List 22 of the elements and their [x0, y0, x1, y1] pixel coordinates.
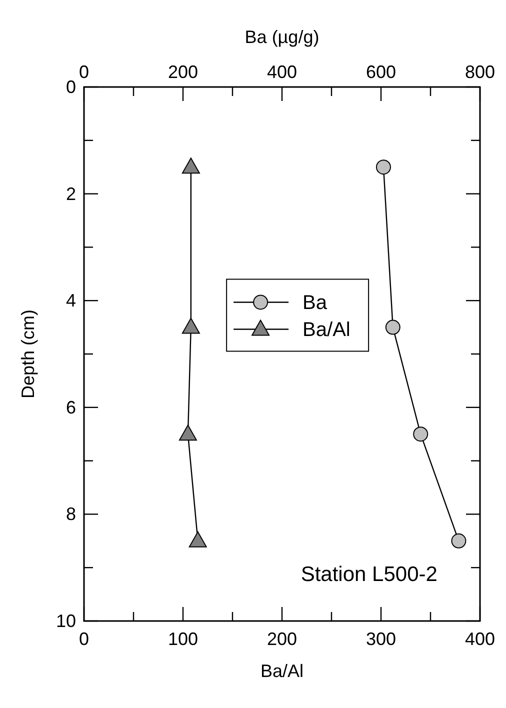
y-tick-label: 4: [66, 290, 76, 311]
legend-label: Ba/Al: [302, 319, 350, 342]
x2-tick-label: 800: [464, 62, 496, 82]
x-tick-label: 0: [78, 629, 90, 649]
y-axis-title: Depth (cm): [18, 309, 38, 399]
y-tick-label: 10: [56, 611, 76, 631]
x2-tick-label: 400: [266, 62, 298, 82]
x-tick-label: 200: [266, 629, 298, 649]
y-tick-label: 0: [66, 77, 76, 97]
y-tick-label: 2: [66, 184, 76, 204]
x2-tick-label: 600: [366, 62, 396, 82]
x2-axis-title: Ba (µg/g): [244, 27, 320, 47]
x-axis-title: Ba/Al: [260, 661, 304, 681]
y-tick-label: 8: [66, 504, 76, 524]
x2-tick-label: 200: [168, 62, 198, 82]
x2-tick-label: 0: [78, 62, 90, 82]
x-tick-label: 300: [366, 629, 396, 649]
x-tick-label: 400: [464, 629, 496, 649]
y-tick-label: 6: [66, 397, 76, 418]
x-tick-label: 100: [168, 629, 198, 649]
legend-label: Ba: [302, 292, 328, 314]
annotation: Station L500-2: [300, 563, 438, 586]
